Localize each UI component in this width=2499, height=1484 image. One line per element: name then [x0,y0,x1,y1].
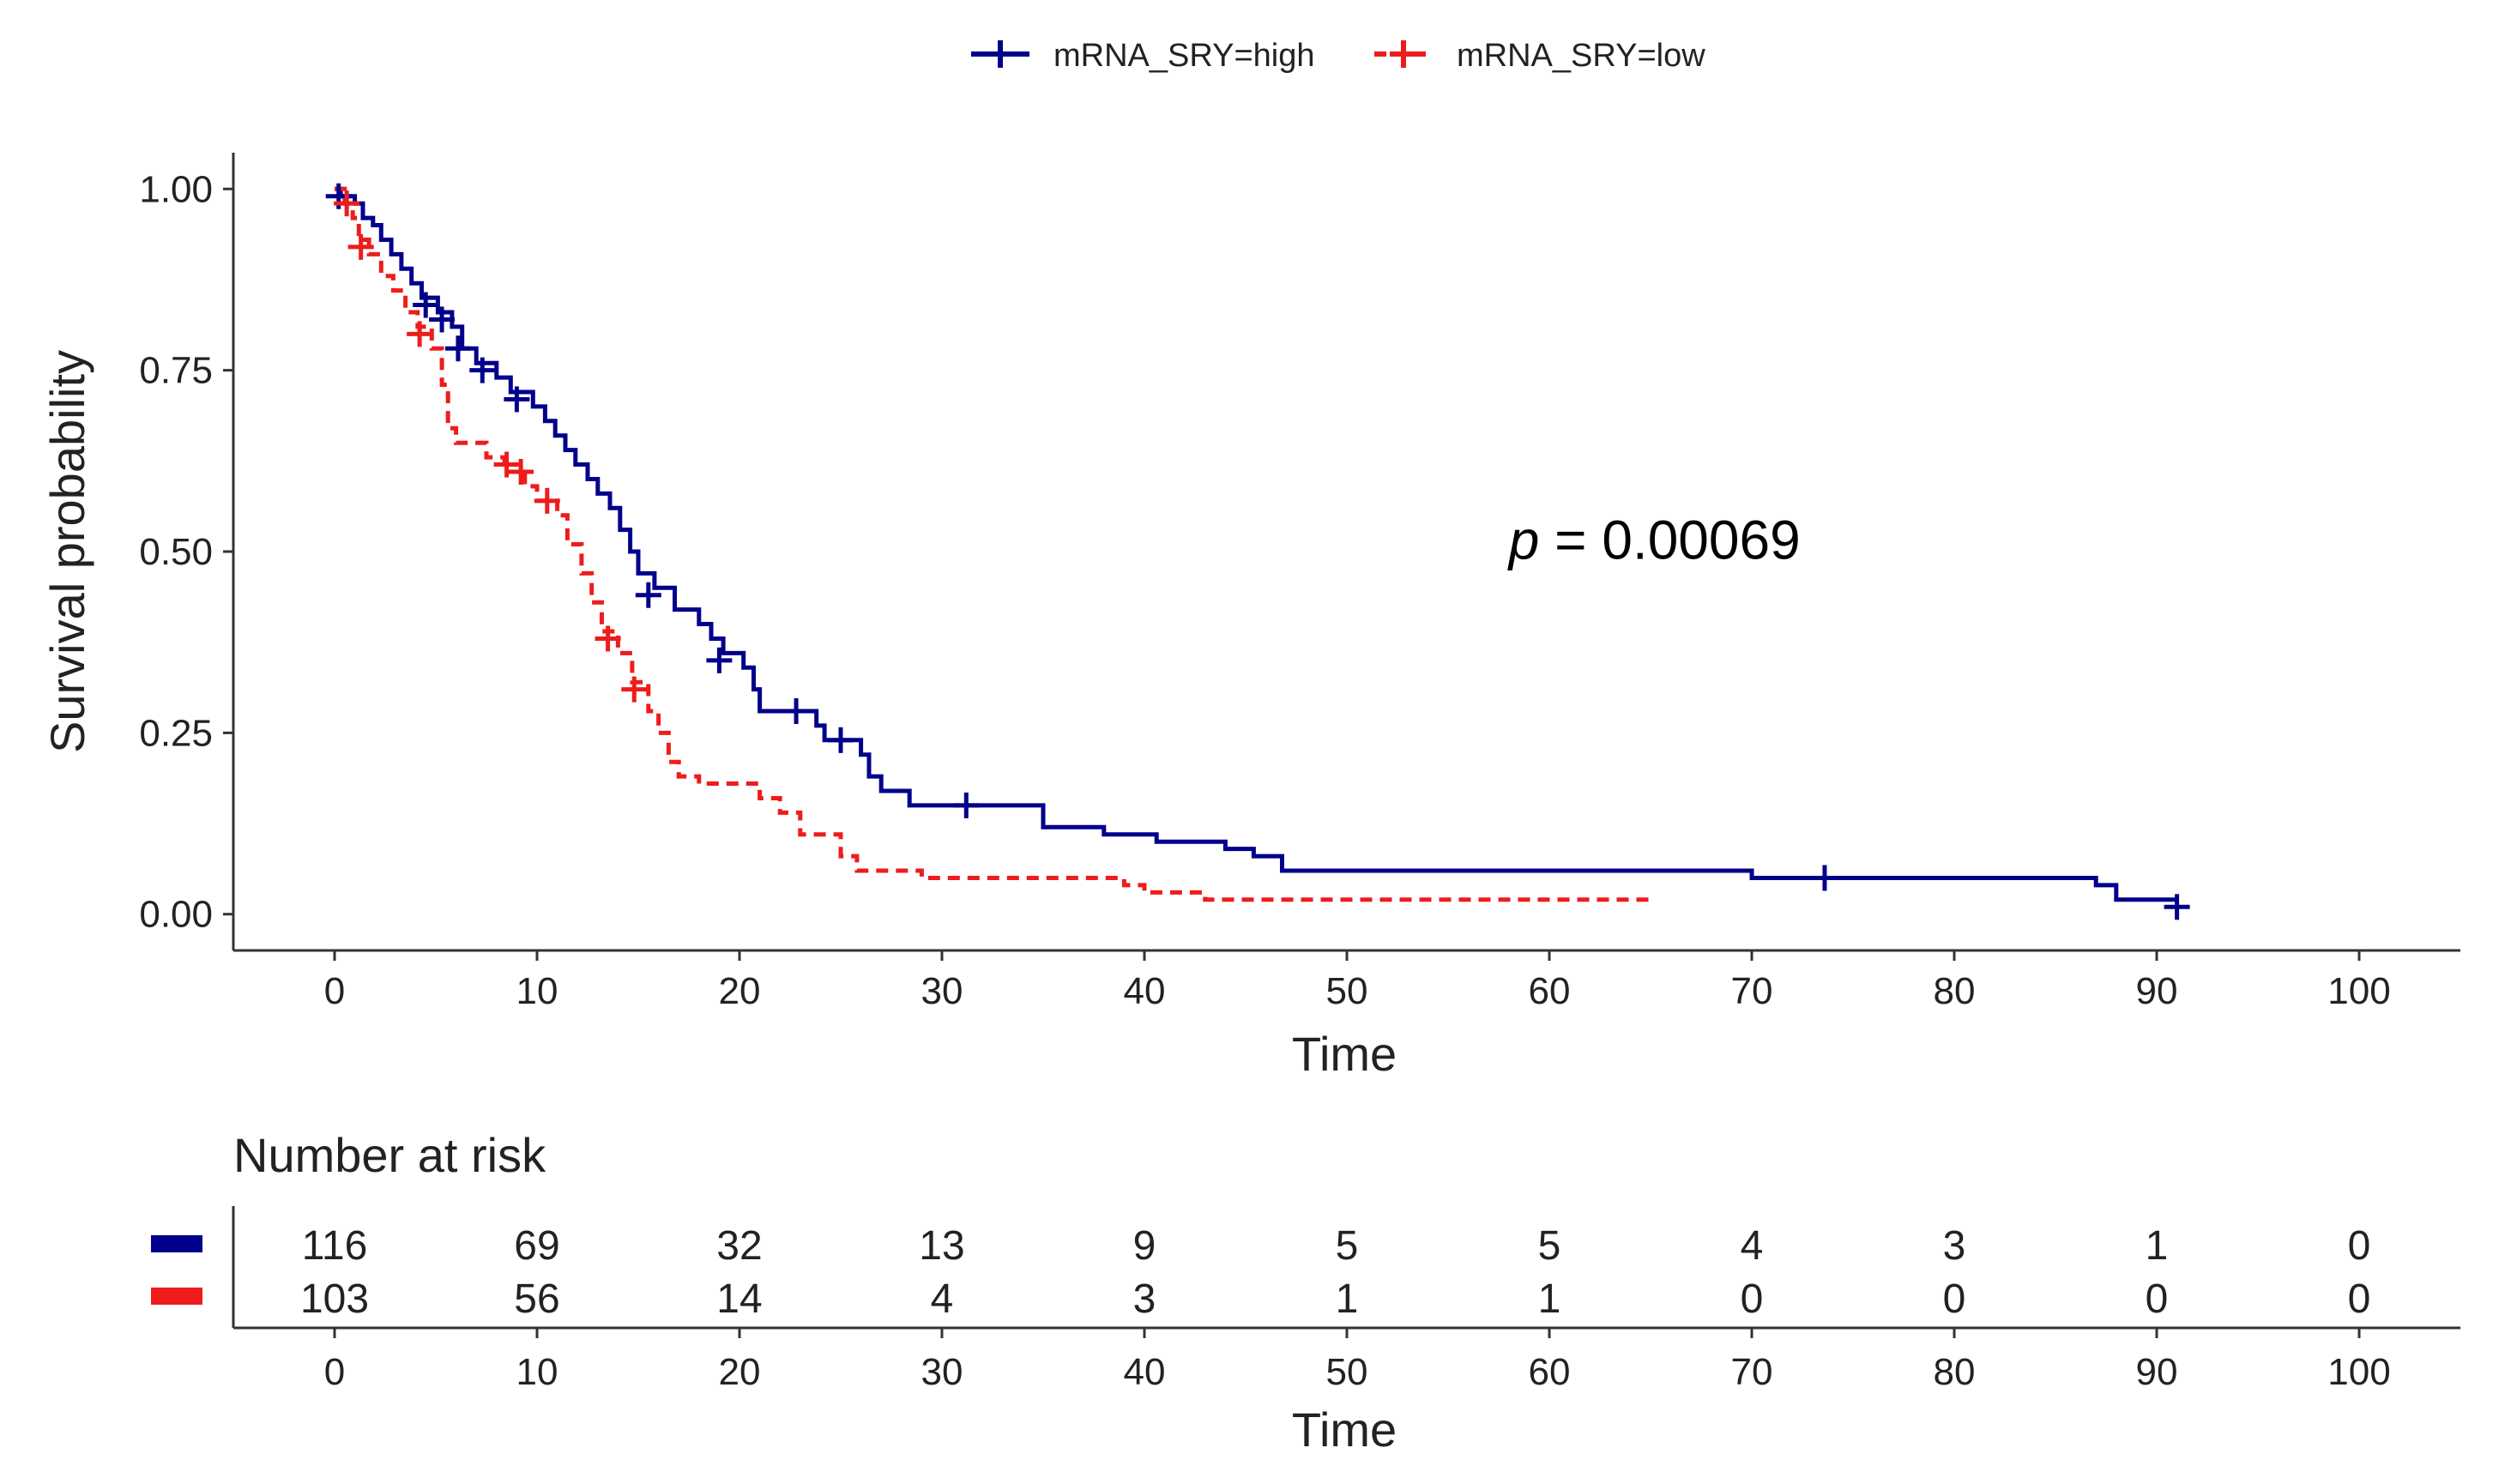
x-tick-label: 70 [1731,970,1773,1012]
risk-count-low: 0 [1741,1276,1764,1322]
risk-count-low: 0 [2146,1276,2169,1322]
risk-x-tick-label: 10 [516,1351,558,1393]
y-tick-label: 0.25 [139,712,213,754]
censor-mark [2164,894,2190,920]
risk-count-high: 3 [1943,1223,1966,1269]
survival-curve-low [335,186,1655,902]
x-tick-label: 30 [921,970,963,1012]
p-value-annotation: p = 0.00069 [1507,509,1801,570]
censor-mark [828,727,854,753]
risk-count-high: 0 [2348,1223,2371,1269]
risk-row-swatch-low [151,1288,202,1305]
censor-mark [444,335,471,362]
risk-table-x-axis-title: Time [1292,1403,1397,1457]
survival-curves [335,186,2177,902]
censor-mark [413,292,439,318]
risk-x-tick-label: 70 [1731,1351,1773,1393]
censor-mark [469,357,496,383]
x-tick-label: 90 [2136,970,2178,1012]
risk-count-low: 4 [931,1276,954,1322]
risk-count-high: 5 [1538,1223,1561,1269]
p-value-text: = 0.00069 [1539,509,1800,570]
x-axis-title: Time [1292,1027,1397,1081]
censor-mark [407,321,433,347]
censor-mark [493,451,520,478]
censor-mark [334,190,360,217]
risk-count-high: 32 [716,1223,762,1269]
censor-mark [1811,865,1838,891]
y-tick-label: 0.00 [139,894,213,936]
legend: mRNA_SRY=high mRNA_SRY=low [971,38,1705,74]
risk-x-tick-label: 50 [1326,1351,1368,1393]
legend-item-high: mRNA_SRY=high [971,38,1315,74]
risk-x-ticks: 0 10 20 30 40 50 60 70 80 90 100 [324,1328,2391,1393]
y-axis-title: Survival probability [40,350,94,753]
censor-mark [621,676,648,703]
x-tick-label: 100 [2327,970,2390,1012]
risk-count-low: 3 [1133,1276,1156,1322]
risk-x-tick-label: 90 [2136,1351,2178,1393]
risk-count-high: 1 [2146,1223,2169,1269]
x-ticks: 0 10 20 30 40 50 60 70 80 90 100 [324,950,2391,1012]
risk-x-tick-label: 100 [2327,1351,2390,1393]
censor-mark [635,582,661,608]
risk-count-low: 1 [1336,1276,1359,1322]
y-tick-label: 1.00 [139,168,213,210]
survival-curve-high [335,186,2177,902]
x-tick-label: 50 [1326,970,1368,1012]
x-tick-label: 40 [1124,970,1166,1012]
risk-count-low: 0 [1943,1276,1966,1322]
risk-count-high: 13 [919,1223,964,1269]
p-value-symbol: p [1507,509,1540,570]
censor-mark [953,792,980,818]
x-tick-label: 60 [1529,970,1571,1012]
censor-mark [504,386,530,413]
censor-mark [429,306,456,333]
risk-table-title: Number at risk [233,1128,546,1182]
plot-area: 0.00 0.25 0.50 0.75 1.00 0 10 20 30 40 50 60 70 80 90… [139,153,2460,1012]
risk-x-tick-label: 20 [719,1351,761,1393]
risk-x-tick-label: 60 [1529,1351,1571,1393]
risk-count-low: 1 [1538,1276,1561,1322]
y-tick-label: 0.50 [139,531,213,573]
risk-counts: 116 69 32 13 9 5 5 4 3 1 0 103 56 14 4 3 1 1 0 0 0 0 [300,1223,2370,1322]
legend-item-low: mRNA_SRY=low [1374,38,1705,74]
risk-count-high: 116 [302,1223,368,1269]
x-tick-label: 80 [1934,970,1976,1012]
risk-x-tick-label: 40 [1124,1351,1166,1393]
risk-x-tick-label: 0 [324,1351,345,1393]
risk-row-swatch-high [151,1235,202,1252]
risk-x-tick-label: 30 [921,1351,963,1393]
risk-count-high: 69 [514,1223,559,1269]
legend-label-low: mRNA_SRY=low [1457,38,1705,74]
y-ticks: 0.00 0.25 0.50 0.75 1.00 [139,168,233,936]
y-tick-label: 0.75 [139,350,213,392]
x-tick-label: 10 [516,970,558,1012]
censor-mark [347,233,374,260]
risk-count-high: 5 [1336,1223,1359,1269]
risk-count-low: 56 [514,1276,559,1322]
risk-x-tick-label: 80 [1934,1351,1976,1393]
censor-mark [783,698,810,724]
x-tick-label: 20 [719,970,761,1012]
censor-mark [534,487,560,514]
censor-mark [595,625,621,652]
legend-label-high: mRNA_SRY=high [1053,38,1315,74]
censor-mark [706,647,733,673]
x-tick-label: 0 [324,970,345,1012]
risk-count-high: 9 [1133,1223,1156,1269]
risk-count-low: 14 [716,1276,762,1322]
censor-marks [325,183,2190,920]
censor-mark [508,459,534,485]
risk-count-low: 0 [2348,1276,2371,1322]
risk-count-low: 103 [300,1276,369,1322]
risk-count-high: 4 [1741,1223,1764,1269]
